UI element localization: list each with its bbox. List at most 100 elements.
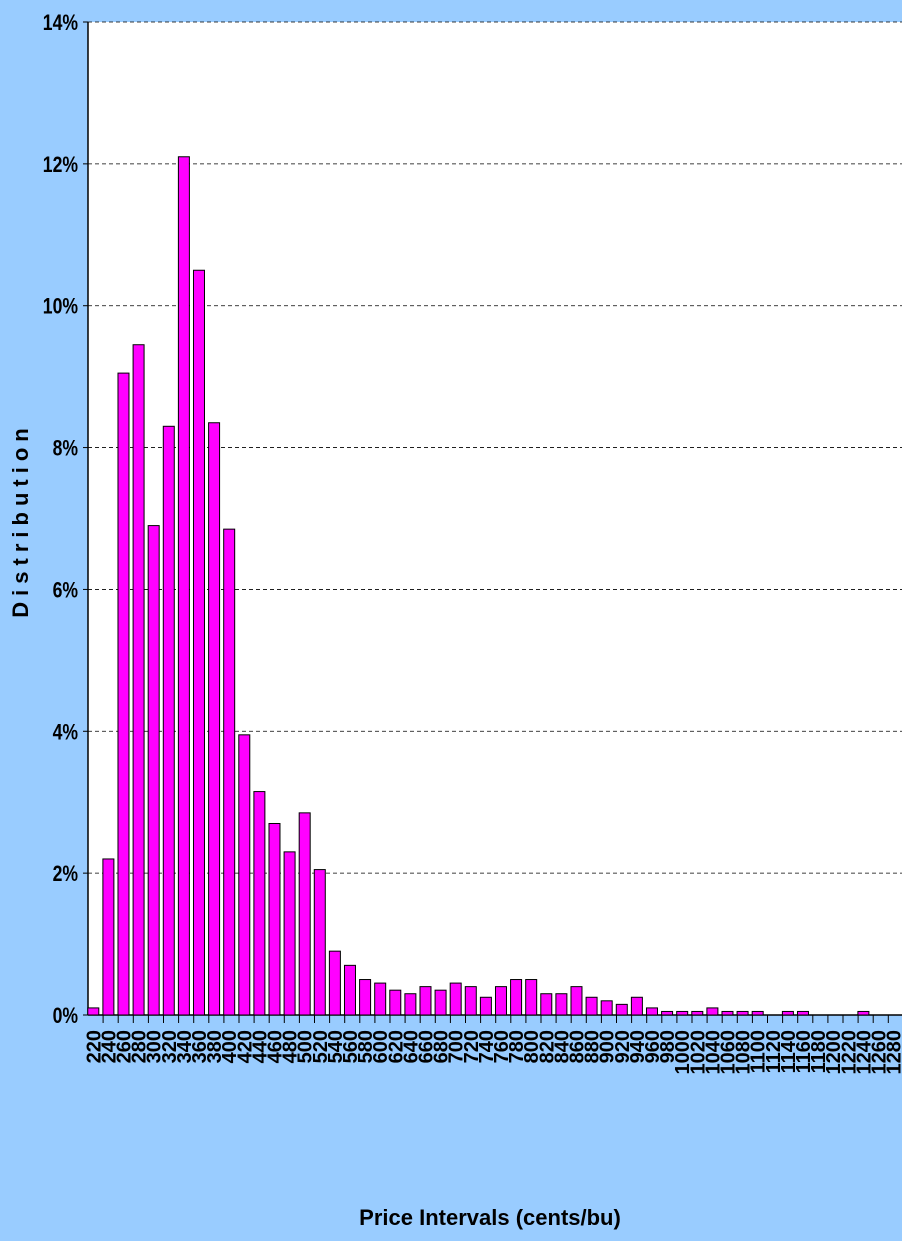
bar bbox=[630, 996, 643, 1016]
y-tick-label: 6% bbox=[53, 579, 79, 603]
y-tick-label: 8% bbox=[53, 437, 79, 461]
x-tick-label: 300 bbox=[144, 1030, 166, 1063]
bar bbox=[525, 979, 538, 1016]
bar bbox=[857, 1010, 870, 1016]
x-tick-label: 540 bbox=[325, 1030, 347, 1063]
x-tick-label: 1060 bbox=[717, 1030, 739, 1075]
x-tick-label: 800 bbox=[521, 1030, 543, 1063]
bar bbox=[238, 734, 251, 1016]
bar bbox=[313, 869, 326, 1016]
bar bbox=[555, 993, 568, 1016]
x-tick-label: 1100 bbox=[748, 1030, 770, 1073]
y-tick-label: 0% bbox=[53, 1004, 79, 1028]
x-tick-label: 740 bbox=[476, 1030, 498, 1063]
x-tick-label: 900 bbox=[597, 1030, 619, 1063]
x-tick-label: 860 bbox=[566, 1030, 588, 1063]
bar bbox=[208, 422, 221, 1016]
x-tick-label: 620 bbox=[385, 1030, 407, 1063]
bar bbox=[721, 1010, 734, 1016]
bar bbox=[676, 1010, 689, 1016]
x-tick-label: 520 bbox=[310, 1030, 332, 1063]
x-tick-label: 960 bbox=[642, 1030, 664, 1063]
bar bbox=[600, 1000, 613, 1016]
bar bbox=[796, 1010, 809, 1016]
x-tick-label: 220 bbox=[83, 1030, 105, 1063]
bar bbox=[464, 986, 477, 1016]
y-tick-label: 14% bbox=[43, 11, 78, 35]
x-tick-label: 1080 bbox=[733, 1030, 755, 1075]
bar bbox=[283, 851, 296, 1016]
bar bbox=[343, 964, 356, 1016]
x-tick-label: 420 bbox=[234, 1030, 256, 1063]
bar bbox=[494, 986, 507, 1016]
bar bbox=[298, 812, 311, 1016]
x-tick-label: 1020 bbox=[687, 1030, 709, 1075]
x-tick-label: 280 bbox=[129, 1030, 151, 1063]
bar bbox=[117, 372, 130, 1016]
x-tick-label: 360 bbox=[189, 1030, 211, 1063]
bar bbox=[192, 269, 205, 1016]
x-tick-label: 480 bbox=[280, 1030, 302, 1063]
bar bbox=[510, 979, 523, 1016]
bar bbox=[540, 993, 553, 1016]
x-tick-label: 940 bbox=[627, 1030, 649, 1063]
x-tick-label: 1120 bbox=[763, 1030, 785, 1073]
x-tick-label: 560 bbox=[340, 1030, 362, 1063]
x-tick-label: 660 bbox=[415, 1030, 437, 1063]
bar bbox=[162, 425, 175, 1016]
bar bbox=[268, 822, 281, 1016]
bar bbox=[419, 986, 432, 1016]
x-tick-label: 1200 bbox=[823, 1030, 845, 1075]
x-tick-label: 460 bbox=[264, 1030, 286, 1063]
bar bbox=[434, 989, 447, 1016]
x-tick-label: 1240 bbox=[853, 1030, 875, 1075]
x-tick-label: 580 bbox=[355, 1030, 377, 1063]
y-tick-label: 12% bbox=[43, 153, 78, 177]
x-tick-label: 380 bbox=[204, 1030, 226, 1063]
bar bbox=[449, 982, 462, 1016]
bar bbox=[147, 525, 160, 1016]
bar bbox=[781, 1010, 794, 1016]
bar bbox=[253, 791, 266, 1016]
bar bbox=[359, 979, 372, 1016]
bar bbox=[102, 858, 115, 1016]
x-tick-label: 780 bbox=[506, 1030, 528, 1063]
bar bbox=[404, 993, 417, 1016]
bar bbox=[328, 950, 341, 1016]
x-tick-label: 640 bbox=[400, 1030, 422, 1063]
bar bbox=[615, 1003, 628, 1016]
x-tick-label: 1180 bbox=[808, 1030, 830, 1073]
bar bbox=[661, 1010, 674, 1016]
x-tick-label: 920 bbox=[612, 1030, 634, 1063]
y-tick-label: 4% bbox=[53, 721, 79, 745]
x-tick-label: 500 bbox=[295, 1030, 317, 1063]
x-tick-label: 400 bbox=[219, 1030, 241, 1063]
bar bbox=[374, 982, 387, 1016]
bar bbox=[585, 996, 598, 1016]
x-tick-label: 240 bbox=[98, 1030, 120, 1063]
x-tick-label: 880 bbox=[582, 1030, 604, 1063]
bar bbox=[223, 528, 236, 1016]
x-axis-title: Price Intervals (cents/bu) bbox=[359, 1205, 621, 1230]
bar bbox=[87, 1007, 100, 1016]
x-tick-label: 1040 bbox=[702, 1030, 724, 1075]
bar bbox=[706, 1007, 719, 1016]
y-tick-label: 10% bbox=[43, 295, 78, 319]
x-tick-label: 720 bbox=[461, 1030, 483, 1063]
x-tick-label: 700 bbox=[446, 1030, 468, 1063]
x-tick-label: 320 bbox=[159, 1030, 181, 1063]
x-tick-label: 1260 bbox=[868, 1030, 890, 1075]
x-tick-label: 340 bbox=[174, 1030, 196, 1063]
x-tick-label: 760 bbox=[491, 1030, 513, 1063]
x-tick-label: 600 bbox=[370, 1030, 392, 1063]
bar bbox=[389, 989, 402, 1016]
y-tick-label: 2% bbox=[53, 862, 79, 886]
bar bbox=[751, 1010, 764, 1016]
x-tick-label: 1280 bbox=[884, 1030, 902, 1075]
bar bbox=[691, 1010, 704, 1016]
x-tick-label: 1160 bbox=[793, 1030, 815, 1073]
bar bbox=[570, 986, 583, 1016]
x-tick-label: 820 bbox=[536, 1030, 558, 1063]
x-tick-label: 680 bbox=[431, 1030, 453, 1063]
